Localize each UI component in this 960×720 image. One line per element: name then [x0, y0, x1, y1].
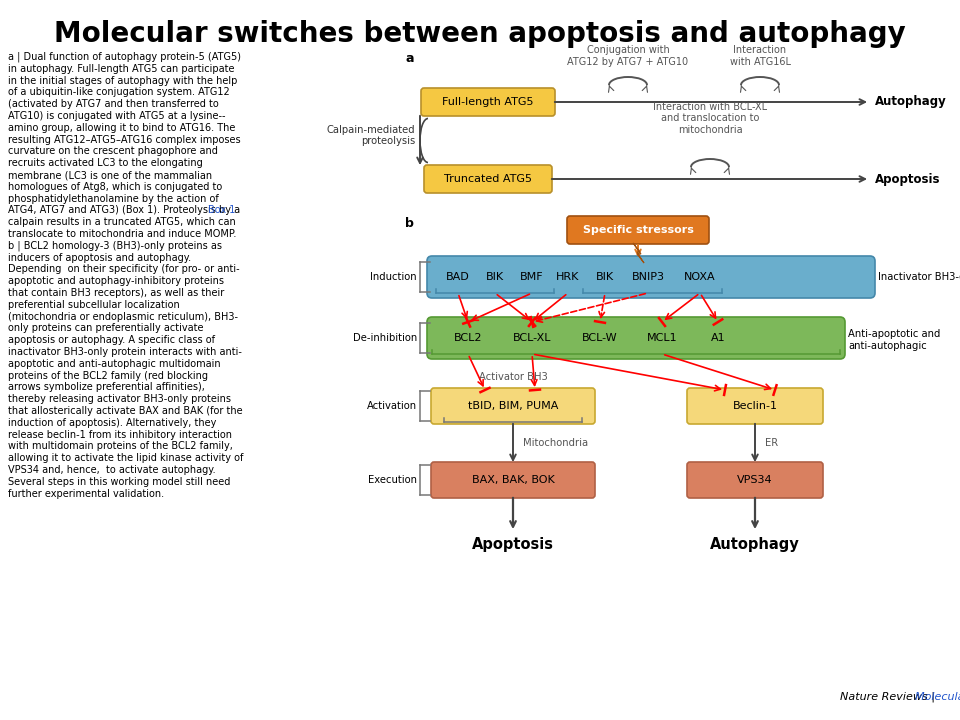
- Text: (activated by ATG7 and then transferred to: (activated by ATG7 and then transferred …: [8, 99, 219, 109]
- Text: in autophagy. Full-length ATG5 can participate: in autophagy. Full-length ATG5 can parti…: [8, 64, 234, 73]
- Text: Depending  on their specificity (for pro- or anti-: Depending on their specificity (for pro-…: [8, 264, 240, 274]
- FancyBboxPatch shape: [687, 462, 823, 498]
- Text: that contain BH3 receptors), as well as their: that contain BH3 receptors), as well as …: [8, 288, 225, 298]
- Text: proteins of the BCL2 family (red blocking: proteins of the BCL2 family (red blockin…: [8, 371, 208, 381]
- Text: further experimental validation.: further experimental validation.: [8, 489, 164, 498]
- Text: BAD: BAD: [446, 272, 469, 282]
- Text: Autophagy: Autophagy: [710, 537, 800, 552]
- Text: anti-autophagic: anti-autophagic: [848, 341, 926, 351]
- Text: amino group, allowing it to bind to ATG16. The: amino group, allowing it to bind to ATG1…: [8, 123, 235, 132]
- FancyBboxPatch shape: [427, 256, 875, 298]
- Text: BCL2: BCL2: [454, 333, 482, 343]
- Text: VPS34: VPS34: [737, 475, 773, 485]
- Text: preferential subcellular localization: preferential subcellular localization: [8, 300, 180, 310]
- Text: BCL-W: BCL-W: [582, 333, 618, 343]
- Text: Inactivator BH3-only: Inactivator BH3-only: [878, 272, 960, 282]
- Text: ATG10) is conjugated with ATG5 at a lysine--: ATG10) is conjugated with ATG5 at a lysi…: [8, 111, 226, 121]
- Text: thereby releasing activator BH3-only proteins: thereby releasing activator BH3-only pro…: [8, 395, 231, 404]
- Text: tBID, BIM, PUMA: tBID, BIM, PUMA: [468, 401, 558, 411]
- Text: BAX, BAK, BOK: BAX, BAK, BOK: [471, 475, 554, 485]
- Text: calpain results in a truncated ATG5, which can: calpain results in a truncated ATG5, whi…: [8, 217, 236, 228]
- Text: arrows symbolize preferential affinities),: arrows symbolize preferential affinities…: [8, 382, 204, 392]
- Text: Apoptosis: Apoptosis: [875, 173, 941, 186]
- Text: b: b: [405, 217, 414, 230]
- Text: phosphatidylethanolamine by the action of: phosphatidylethanolamine by the action o…: [8, 194, 219, 204]
- Text: translocate to mitochondria and induce MOMP.: translocate to mitochondria and induce M…: [8, 229, 236, 239]
- Text: Execution: Execution: [368, 475, 417, 485]
- Text: BCL-XL: BCL-XL: [513, 333, 551, 343]
- FancyBboxPatch shape: [567, 216, 709, 244]
- Text: MCL1: MCL1: [647, 333, 678, 343]
- Text: a: a: [405, 52, 414, 65]
- Text: apoptosis or autophagy. A specific class of: apoptosis or autophagy. A specific class…: [8, 336, 215, 345]
- Text: a | Dual function of autophagy protein-5 (ATG5): a | Dual function of autophagy protein-5…: [8, 52, 241, 63]
- Text: membrane (LC3 is one of the mammalian: membrane (LC3 is one of the mammalian: [8, 170, 212, 180]
- Text: Box 1: Box 1: [207, 205, 235, 215]
- Text: ATG4, ATG7 and ATG3) (Box 1). Proteolysis by a: ATG4, ATG7 and ATG3) (Box 1). Proteolysi…: [8, 205, 240, 215]
- Text: inducers of apoptosis and autophagy.: inducers of apoptosis and autophagy.: [8, 253, 191, 263]
- Text: Interaction
with ATG16L: Interaction with ATG16L: [730, 45, 790, 67]
- Text: homologues of Atg8, which is conjugated to: homologues of Atg8, which is conjugated …: [8, 181, 223, 192]
- Text: allowing it to activate the lipid kinase activity of: allowing it to activate the lipid kinase…: [8, 453, 244, 463]
- Text: Beclin-1: Beclin-1: [732, 401, 778, 411]
- Text: Molecular switches between apoptosis and autophagy: Molecular switches between apoptosis and…: [54, 20, 906, 48]
- Text: Specific stressors: Specific stressors: [583, 225, 693, 235]
- Text: BNIP3: BNIP3: [632, 272, 664, 282]
- Text: Interaction with BCL-XL
and translocation to
mitochondria: Interaction with BCL-XL and translocatio…: [653, 102, 767, 135]
- Text: Full-length ATG5: Full-length ATG5: [443, 97, 534, 107]
- Text: Activation: Activation: [367, 401, 417, 411]
- FancyBboxPatch shape: [421, 88, 555, 116]
- Text: A1: A1: [710, 333, 726, 343]
- Text: induction of apoptosis). Alternatively, they: induction of apoptosis). Alternatively, …: [8, 418, 216, 428]
- Text: Apoptosis: Apoptosis: [472, 537, 554, 552]
- Text: in the initial stages of autophagy with the help: in the initial stages of autophagy with …: [8, 76, 237, 86]
- Text: Anti-apoptotic and: Anti-apoptotic and: [848, 329, 941, 339]
- Text: Conjugation with
ATG12 by ATG7 + ATG10: Conjugation with ATG12 by ATG7 + ATG10: [567, 45, 688, 67]
- Text: De-inhibition: De-inhibition: [352, 333, 417, 343]
- Text: of a ubiquitin-like conjugation system. ATG12: of a ubiquitin-like conjugation system. …: [8, 87, 229, 97]
- Text: ER: ER: [765, 438, 779, 448]
- Text: curvature on the crescent phagophore and: curvature on the crescent phagophore and: [8, 146, 218, 156]
- Text: recruits activated LC3 to the elongating: recruits activated LC3 to the elongating: [8, 158, 203, 168]
- Text: Autophagy: Autophagy: [875, 96, 947, 109]
- Text: Induction: Induction: [371, 272, 417, 282]
- Text: Molecular Cell Biology: Molecular Cell Biology: [915, 692, 960, 702]
- FancyBboxPatch shape: [427, 317, 845, 359]
- FancyBboxPatch shape: [424, 165, 552, 193]
- Text: with multidomain proteins of the BCL2 family,: with multidomain proteins of the BCL2 fa…: [8, 441, 233, 451]
- Text: Mitochondria: Mitochondria: [523, 438, 588, 448]
- Text: apoptotic and autophagy-inhibitory proteins: apoptotic and autophagy-inhibitory prote…: [8, 276, 224, 287]
- Text: BMF: BMF: [520, 272, 543, 282]
- Text: (mitochondria or endoplasmic reticulum), BH3-: (mitochondria or endoplasmic reticulum),…: [8, 312, 238, 322]
- Text: Nature Reviews |: Nature Reviews |: [840, 691, 939, 702]
- Text: BIK: BIK: [486, 272, 504, 282]
- Text: apoptotic and anti-autophagic multidomain: apoptotic and anti-autophagic multidomai…: [8, 359, 221, 369]
- Text: Calpain-mediated
proteolysis: Calpain-mediated proteolysis: [326, 125, 415, 146]
- FancyBboxPatch shape: [431, 462, 595, 498]
- Text: release beclin-1 from its inhibitory interaction: release beclin-1 from its inhibitory int…: [8, 430, 232, 440]
- Text: NOXA: NOXA: [684, 272, 716, 282]
- Text: HRK: HRK: [556, 272, 580, 282]
- Text: b | BCL2 homology-3 (BH3)-only proteins as: b | BCL2 homology-3 (BH3)-only proteins …: [8, 240, 222, 251]
- Text: that allosterically activate BAX and BAK (for the: that allosterically activate BAX and BAK…: [8, 406, 243, 416]
- Text: only proteins can preferentially activate: only proteins can preferentially activat…: [8, 323, 204, 333]
- FancyBboxPatch shape: [431, 388, 595, 424]
- Polygon shape: [633, 243, 644, 263]
- Text: Several steps in this working model still need: Several steps in this working model stil…: [8, 477, 230, 487]
- FancyBboxPatch shape: [687, 388, 823, 424]
- Text: Activator BH3: Activator BH3: [479, 372, 547, 382]
- Text: VPS34 and, hence,  to activate autophagy.: VPS34 and, hence, to activate autophagy.: [8, 465, 216, 475]
- Text: Truncated ATG5: Truncated ATG5: [444, 174, 532, 184]
- Text: inactivator BH3-only protein interacts with anti-: inactivator BH3-only protein interacts w…: [8, 347, 242, 357]
- Text: BIK: BIK: [596, 272, 614, 282]
- Text: resulting ATG12–ATG5–ATG16 complex imposes: resulting ATG12–ATG5–ATG16 complex impos…: [8, 135, 241, 145]
